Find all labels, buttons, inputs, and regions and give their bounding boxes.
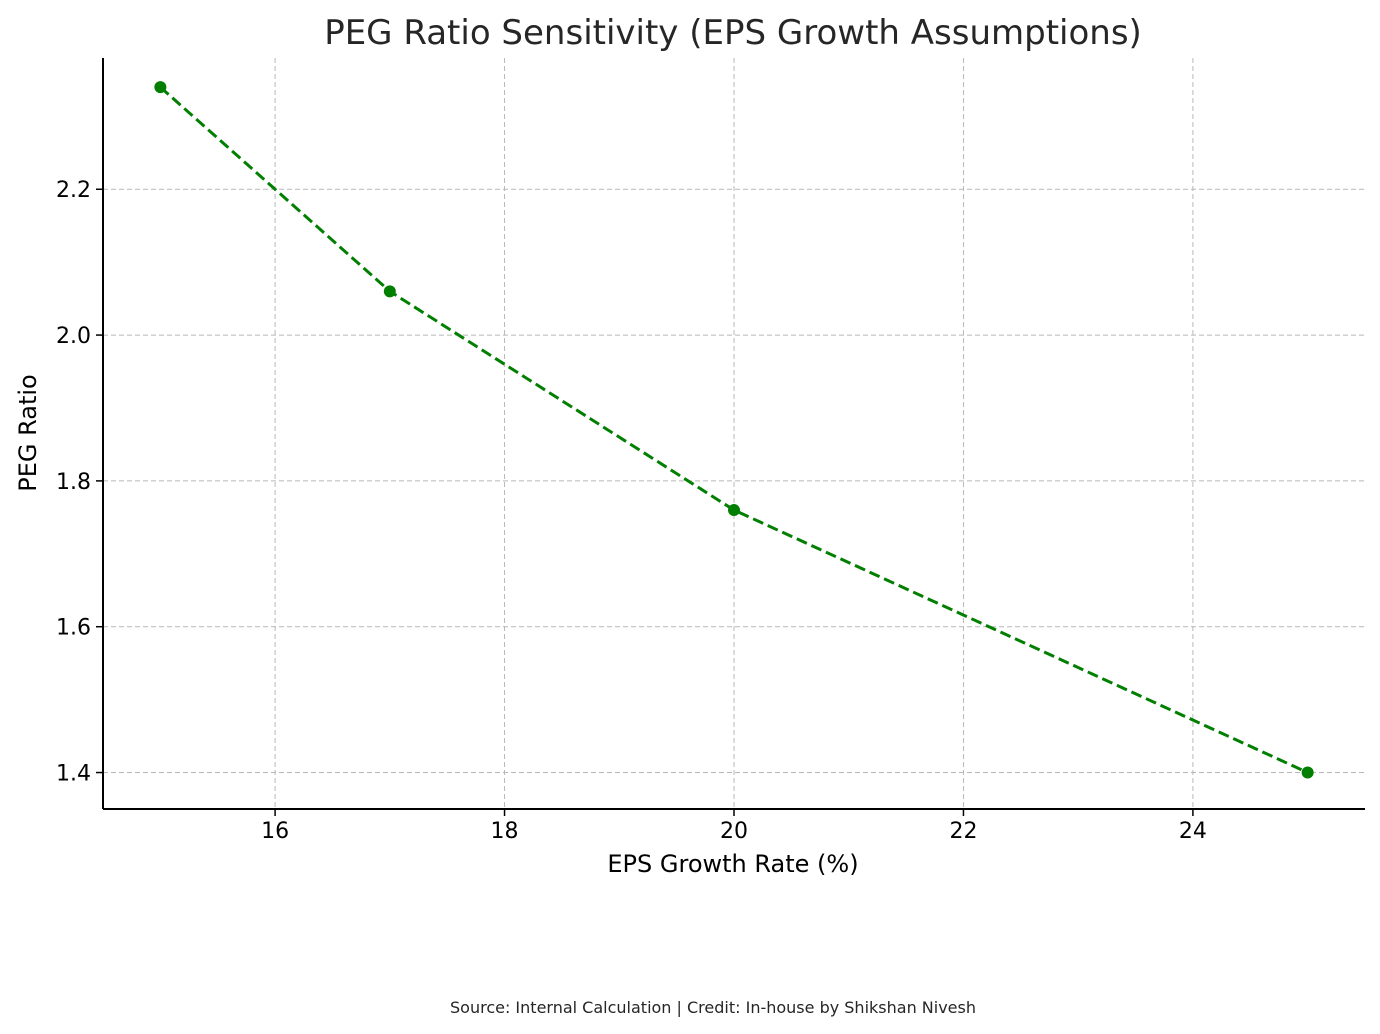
data-point-marker — [154, 81, 167, 94]
ticks: 16 18 20 22 24 1.4 1.6 1.8 2.0 2.2 — [56, 178, 1207, 844]
data-point-marker — [728, 504, 740, 517]
y-tick-label: 2.0 — [56, 324, 91, 349]
y-axis-label: PEG Ratio — [14, 374, 42, 491]
x-tick-label: 16 — [261, 819, 289, 844]
series-group — [154, 81, 1314, 779]
series-line — [159, 86, 1309, 774]
data-point-marker — [1301, 766, 1314, 779]
y-tick-label: 2.2 — [56, 178, 91, 203]
x-tick-label: 22 — [949, 819, 977, 844]
chart-title: PEG Ratio Sensitivity (EPS Growth Assump… — [324, 13, 1142, 53]
x-axis-label: EPS Growth Rate (%) — [607, 850, 858, 878]
x-tick-label: 18 — [491, 819, 519, 844]
x-tick-label: 24 — [1179, 819, 1207, 844]
x-tick-label: 20 — [720, 819, 748, 844]
source-credit-text: Source: Internal Calculation | Credit: I… — [450, 998, 976, 1017]
grid — [103, 58, 1365, 809]
y-tick-label: 1.4 — [56, 762, 91, 787]
data-point-marker — [383, 285, 396, 298]
y-tick-label: 1.8 — [56, 470, 91, 495]
y-tick-label: 1.6 — [56, 616, 91, 641]
